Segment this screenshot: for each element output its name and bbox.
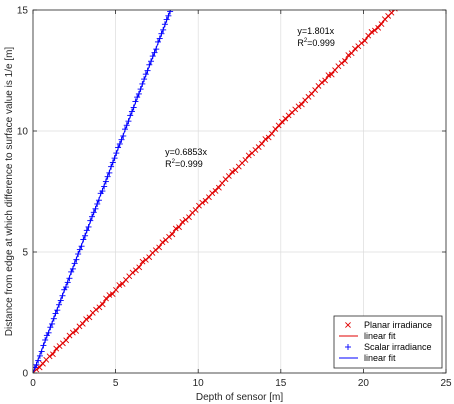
plot-frame xyxy=(32,9,447,374)
x-tick-label: 10 xyxy=(193,378,205,389)
data-point xyxy=(186,214,192,221)
legend-marker xyxy=(345,322,351,328)
x-tick-label: 20 xyxy=(358,378,370,389)
ticks: 0 5 10 15 20 25 0 5 10 15 xyxy=(17,6,452,390)
annotation-equation: y=0.6853x xyxy=(165,147,207,157)
data-point xyxy=(378,21,385,28)
data-point xyxy=(119,281,126,287)
annotation-r2-exponent: 2 xyxy=(304,38,308,44)
data-point xyxy=(342,58,348,64)
data-point xyxy=(229,168,236,175)
annotation-r2-value: =0.999 xyxy=(307,38,335,48)
annotation-r2-exponent: 2 xyxy=(172,159,176,165)
legend-label-scalar-fit: linear fit xyxy=(364,353,396,363)
data-point xyxy=(328,71,335,78)
fit-line xyxy=(33,10,172,373)
x-tick-label: 15 xyxy=(275,378,287,389)
data-point xyxy=(86,314,93,321)
legend-label-planar: Planar irradiance xyxy=(364,320,432,330)
data-point xyxy=(49,351,56,358)
data-point xyxy=(368,29,375,35)
data-point xyxy=(169,231,176,238)
legend-symbol-scalar xyxy=(345,344,351,350)
series-layer xyxy=(33,10,398,373)
y-tick-label: 10 xyxy=(17,127,29,138)
legend-marker xyxy=(345,344,351,350)
data-point xyxy=(106,292,113,298)
legend-label-planar-fit: linear fit xyxy=(364,331,396,341)
x-tick-label: 25 xyxy=(440,378,452,389)
legend: Planar irradiance linear fit Scalar irra… xyxy=(333,315,443,369)
annotation-r2: R2=0.999 xyxy=(165,159,203,169)
data-point xyxy=(179,219,186,225)
data-point xyxy=(73,327,80,334)
data-point xyxy=(53,345,60,352)
data-point xyxy=(245,152,252,159)
x-axis-label: Depth of sensor [m] xyxy=(196,392,283,403)
y-axis-label: Distance from edge at which difference t… xyxy=(4,47,15,337)
data-point xyxy=(298,101,305,108)
data-point xyxy=(345,52,352,58)
data-point xyxy=(361,37,368,44)
annotation-r2-prefix: R xyxy=(165,159,172,169)
data-point xyxy=(205,194,212,201)
legend-symbol-planar xyxy=(345,322,351,328)
data-point xyxy=(136,264,143,271)
annotation-r2-prefix: R xyxy=(297,38,304,48)
data-point xyxy=(116,282,123,288)
annotation-equation: y=1.801x xyxy=(297,26,334,36)
x-tick-label: 5 xyxy=(113,378,119,389)
legend-label-scalar: Scalar irradiance xyxy=(364,342,432,352)
y-tick-label: 5 xyxy=(22,248,28,259)
data-point xyxy=(146,254,153,261)
data-point xyxy=(139,258,146,265)
data-point xyxy=(391,10,398,12)
data-point xyxy=(109,291,116,298)
data-point xyxy=(259,140,265,147)
legend-box xyxy=(333,315,443,369)
y-tick-label: 0 xyxy=(22,369,28,380)
data-point xyxy=(159,239,166,246)
data-point xyxy=(79,320,86,327)
data-point xyxy=(156,244,163,251)
annotations: y=0.6853x R2=0.999 y=1.801x R2=0.999 xyxy=(165,26,335,169)
x-tick-label: 0 xyxy=(30,378,36,389)
data-point xyxy=(172,225,179,232)
data-point xyxy=(215,184,222,191)
fit-line xyxy=(33,10,396,373)
data-point xyxy=(176,224,182,231)
data-point xyxy=(352,45,358,52)
data-point xyxy=(99,301,106,308)
annotation-r2: R2=0.999 xyxy=(297,38,335,48)
annotation-r2-value: =0.999 xyxy=(175,159,203,169)
y-tick-label: 15 xyxy=(17,6,29,17)
